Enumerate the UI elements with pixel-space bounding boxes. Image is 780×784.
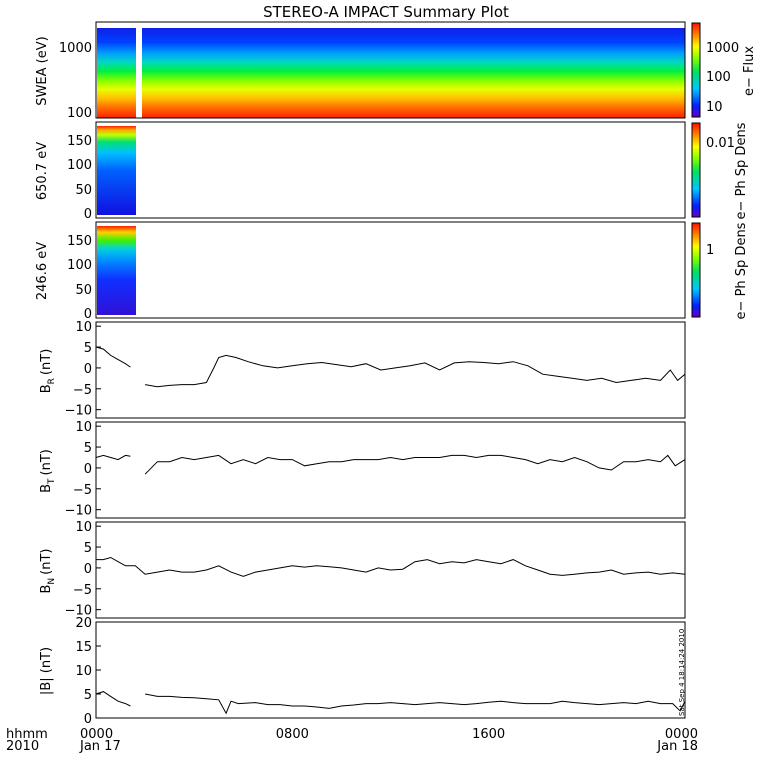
bmag-line: [95, 691, 686, 715]
br-panel: BR (nT) −10 −5 0 5 10: [39, 320, 686, 419]
bn-line: [96, 556, 686, 577]
pad650-ytick-0: 0: [84, 207, 92, 222]
swea-data-gap: [136, 28, 142, 118]
bn-ylabel-unit: (nT): [39, 549, 54, 575]
bmag-ytick-label: 5: [84, 688, 92, 703]
bmag-yticks: 0 5 10 15 20: [75, 616, 101, 727]
pad246-ytick-150: 150: [67, 234, 92, 249]
pad650-spectrogram: [97, 126, 136, 215]
pad246-cbar-tick: 1: [706, 243, 714, 258]
swea-panel: SWEA (eV) 100 1000 10 100 1000 e− Flux: [35, 21, 757, 121]
pad650-cbar-label: e− Ph Sp Dens: [734, 122, 749, 219]
br-line: [95, 346, 686, 388]
swea-ylabel: SWEA (eV): [35, 36, 50, 105]
bn-frame: [95, 521, 686, 619]
br-yticks: −10 −5 0 5 10: [65, 320, 101, 419]
swea-spectrogram: [97, 28, 685, 118]
pad650-panel: 650.7 eV 0 50 100 150 0.01 e− Ph Sp Dens: [35, 121, 749, 222]
br-ylabel-sub: R: [47, 378, 57, 384]
x-row2-label: 2010: [6, 739, 39, 754]
bn-ylabel-sub: N: [47, 578, 57, 585]
pad650-ytick-50: 50: [75, 183, 92, 198]
bn-ylabel-main: B: [39, 585, 54, 594]
br-ytick-label: 10: [75, 320, 92, 335]
br-ylabel: BR (nT): [39, 349, 57, 394]
swea-ytick-100: 100: [67, 106, 92, 121]
bn-ytick-label: −5: [73, 583, 92, 598]
x-tick-hhmm: 0000: [665, 727, 698, 742]
pad650-ytick-100: 100: [67, 158, 92, 173]
br-ytick-label: 0: [84, 362, 92, 377]
pad650-cbar-tick: 0.01: [706, 136, 735, 151]
pad650-colorbar: [691, 122, 701, 218]
bmag-ytick-label: 0: [84, 712, 92, 727]
swea-cbar-label: e− Flux: [742, 46, 757, 96]
svg-text:BR(nT): BR (nT): [39, 349, 57, 394]
bmag-ylabel: |B| (nT): [39, 647, 54, 695]
br-ytick-label: −5: [73, 383, 92, 398]
swea-cbar-tick-100: 100: [706, 70, 731, 85]
pad246-ytick-0: 0: [84, 307, 92, 322]
x-row1-label: hhmm: [6, 727, 48, 742]
timestamp-stamp: Sat Sep 4 18:14:24 2010: [678, 629, 686, 716]
bt-ytick-label: 5: [84, 441, 92, 456]
swea-cbar-tick-10: 10: [706, 100, 723, 115]
swea-frame: [95, 21, 686, 119]
pad246-ytick-50: 50: [75, 283, 92, 298]
bt-line: [95, 454, 686, 475]
swea-colorbar: [691, 22, 701, 118]
x-tick-date: Jan 18: [656, 739, 698, 754]
bmag-ytick-label: 10: [75, 664, 92, 679]
svg-text:BN(nT): BN (nT): [39, 549, 57, 594]
bt-ytick-label: 10: [75, 420, 92, 435]
pad246-spectrogram: [97, 226, 136, 315]
bt-frame: [95, 421, 686, 519]
bmag-ytick-label: 15: [75, 640, 92, 655]
bt-ylabel-unit: (nT): [39, 449, 54, 475]
pad650-ylabel: 650.7 eV: [35, 142, 50, 200]
pad246-colorbar: [691, 222, 701, 318]
swea-ytick-1000: 1000: [59, 41, 92, 56]
bt-ytick-label: −5: [73, 483, 92, 498]
bt-panel: BT (nT) −10 −5 0 5 10: [39, 420, 686, 519]
bn-panel: BN (nT) −10 −5 0 5 10: [39, 520, 686, 619]
bn-ytick-label: 0: [84, 562, 92, 577]
pad650-ytick-150: 150: [67, 134, 92, 149]
pad246-frame: [95, 221, 686, 319]
svg-text:BT(nT): BT (nT): [39, 449, 57, 493]
bn-ylabel: BN (nT): [39, 549, 57, 594]
x-tick-hhmm: 0800: [276, 727, 309, 742]
bt-ylabel-sub: T: [47, 478, 57, 485]
bn-ytick-label: 10: [75, 520, 92, 535]
pad246-cbar-label: e− Ph Sp Dens: [734, 222, 749, 319]
bt-ylabel-main: B: [39, 484, 54, 493]
bt-ylabel: BT (nT): [39, 449, 57, 493]
bt-ytick-label: −10: [65, 504, 92, 519]
chart-title: STEREO-A IMPACT Summary Plot: [263, 3, 509, 21]
x-tick-date: Jan 17: [79, 739, 121, 754]
x-tick-hhmm: 1600: [472, 727, 505, 742]
pad650-frame: [95, 121, 686, 219]
bmag-panel: |B| (nT) 0 5 10 15 20 Sat Sep 4 18:14:24 201…: [39, 616, 686, 727]
bn-ytick-label: −10: [65, 604, 92, 619]
br-ytick-label: −10: [65, 404, 92, 419]
bt-yticks: −10 −5 0 5 10: [65, 420, 101, 519]
bt-ytick-label: 0: [84, 462, 92, 477]
pad246-ylabel: 246.6 eV: [35, 242, 50, 300]
pad246-ytick-100: 100: [67, 258, 92, 273]
swea-cbar-tick-1000: 1000: [706, 41, 739, 56]
bmag-ytick-label: 20: [75, 616, 92, 631]
br-ylabel-main: B: [39, 384, 54, 393]
pad246-panel: 246.6 eV 0 50 100 150 1 e− Ph Sp Dens: [35, 221, 749, 322]
br-ylabel-unit: (nT): [39, 349, 54, 375]
br-ytick-label: 5: [84, 341, 92, 356]
bn-yticks: −10 −5 0 5 10: [65, 520, 101, 619]
bn-ytick-label: 5: [84, 541, 92, 556]
x-tick-hhmm: 0000: [80, 727, 113, 742]
br-frame: [95, 321, 686, 419]
bmag-frame: [95, 621, 686, 719]
